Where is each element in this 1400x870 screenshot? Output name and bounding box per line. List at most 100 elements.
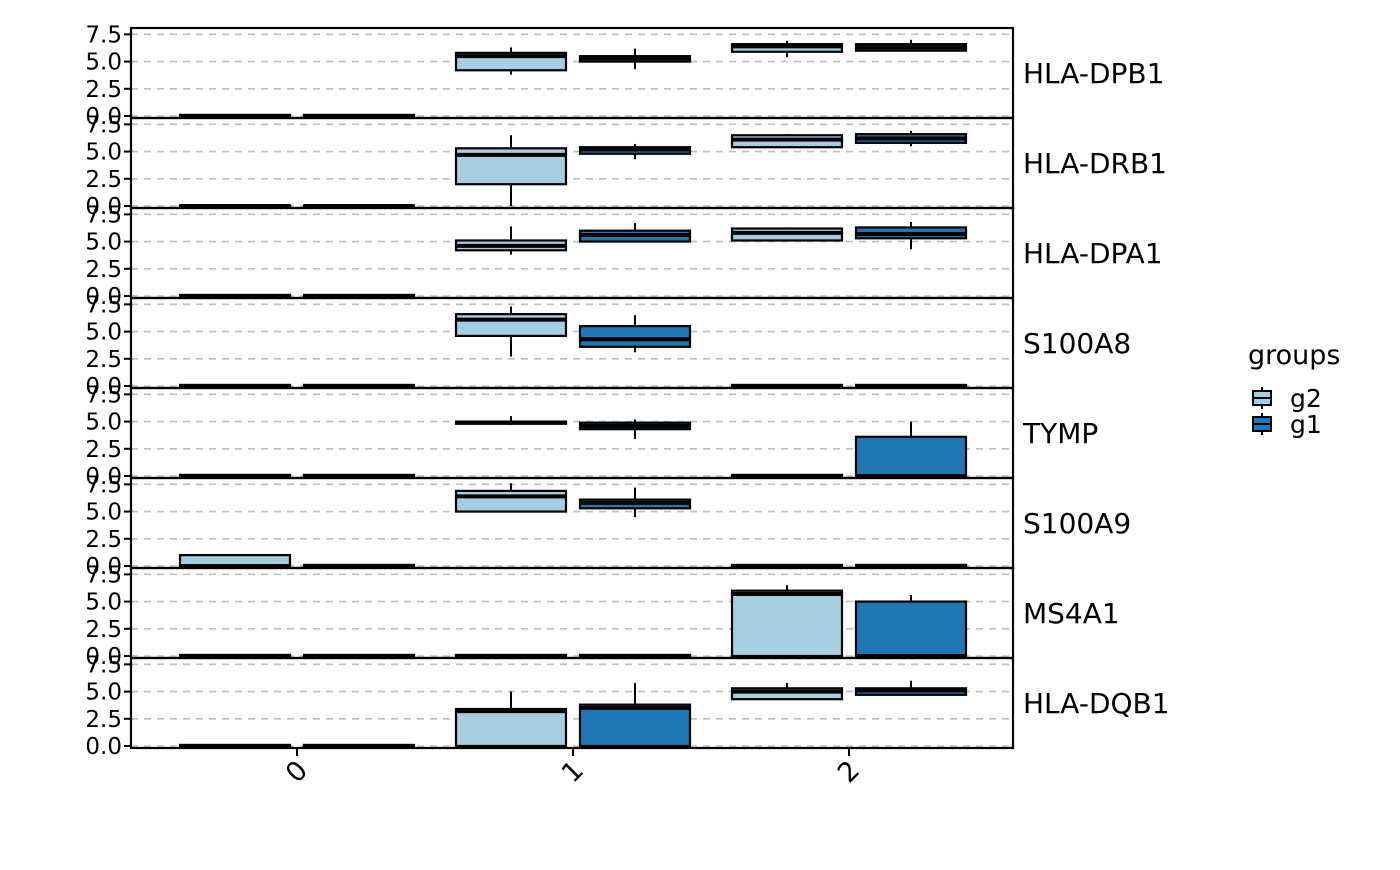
- box-body: [854, 600, 968, 658]
- legend-label: g2: [1290, 384, 1322, 413]
- y-tick-label: 5.0: [85, 230, 122, 256]
- box-ms4a1-1-g1: [578, 653, 692, 658]
- y-tick-label: 5.0: [85, 680, 122, 706]
- strip-label: MS4A1: [1023, 597, 1120, 630]
- box-hla-dpa1-2-g2: [730, 227, 844, 242]
- facet-panel-s100a8: 0.02.55.07.5 S100A8: [85, 292, 1131, 400]
- y-tick-label: 7.5: [85, 202, 122, 228]
- box-s100a8-0-g2: [178, 383, 292, 388]
- box-hla-drb1-1-g2: [454, 135, 568, 206]
- y-tick-label: 2.5: [85, 167, 122, 193]
- facet-panel-tymp: 0.02.55.07.5 TYMP: [85, 382, 1098, 490]
- box-body: [578, 325, 692, 348]
- y-tick-label: 0.0: [85, 554, 122, 580]
- box-s100a8-1-g1: [578, 315, 692, 353]
- y-tick-label: 0.0: [85, 734, 122, 760]
- box-body: [730, 589, 844, 658]
- box-ms4a1-2-g2: [730, 585, 844, 658]
- panel-border: [129, 296, 1015, 390]
- box-s100a8-1-g2: [454, 306, 568, 357]
- box-body: [454, 489, 568, 513]
- strip-label: HLA-DPA1: [1023, 237, 1163, 270]
- box-body: [578, 703, 692, 748]
- panel-border: [129, 656, 1015, 750]
- panel-border: [129, 26, 1015, 120]
- y-tick-label: 2.5: [85, 707, 122, 733]
- box-hla-dpb1-0-g1: [302, 113, 416, 118]
- y-tick-label: 0.0: [85, 104, 122, 130]
- box-hla-drb1-2-g1: [854, 130, 968, 147]
- strip-label: S100A9: [1023, 507, 1131, 540]
- box-s100a9-2-g1: [854, 563, 968, 568]
- box-hla-dpa1-1-g2: [454, 226, 568, 255]
- box-hla-drb1-2-g2: [730, 134, 844, 149]
- box-hla-dpa1-1-g1: [578, 223, 692, 243]
- box-s100a9-2-g2: [730, 563, 844, 568]
- strip-label: HLA-DQB1: [1023, 687, 1170, 720]
- box-hla-dpb1-1-g1: [578, 48, 692, 70]
- legend-entry-g2: g2: [1252, 384, 1322, 413]
- box-hla-dqb1-2-g1: [854, 680, 968, 696]
- y-tick-label: 0.0: [85, 194, 122, 220]
- panel-border: [129, 116, 1015, 210]
- y-tick-label: 7.5: [85, 292, 122, 318]
- y-tick-label: 2.5: [85, 257, 122, 283]
- box-hla-dqb1-1-g1: [578, 682, 692, 748]
- y-tick-label: 0.0: [85, 644, 122, 670]
- y-tick-label: 5.0: [85, 320, 122, 346]
- box-body: [730, 687, 844, 701]
- box-ms4a1-1-g2: [454, 653, 568, 658]
- y-tick-label: 5.0: [85, 140, 122, 166]
- y-tick-label: 5.0: [85, 410, 122, 436]
- facet-panel-s100a9: 0.02.55.07.5 S100A9: [85, 472, 1131, 580]
- box-hla-drb1-1-g1: [578, 143, 692, 160]
- box-s100a9-1-g2: [454, 483, 568, 513]
- box-hla-dpa1-2-g1: [854, 221, 968, 250]
- box-hla-dqb1-0-g1: [302, 743, 416, 748]
- y-tick-label: 2.5: [85, 617, 122, 643]
- box-s100a9-1-g1: [578, 487, 692, 518]
- facet-panel-ms4a1: 0.02.55.07.5 MS4A1: [85, 562, 1119, 670]
- box-tymp-0-g2: [178, 473, 292, 478]
- y-tick-label: 7.5: [85, 112, 122, 138]
- x-tick-label: 1: [556, 755, 590, 789]
- legend-entry-g1: g1: [1252, 410, 1322, 439]
- facet-panel-hla-dqb1: 0.02.55.07.5 HLA-DQB1: [85, 652, 1169, 760]
- strip-label: TYMP: [1022, 417, 1098, 450]
- y-tick-label: 0.0: [85, 464, 122, 490]
- box-hla-dpb1-2-g2: [730, 40, 844, 58]
- legend-title: groups: [1248, 340, 1340, 371]
- box-hla-dqb1-0-g2: [178, 743, 292, 748]
- y-tick-label: 5.0: [85, 500, 122, 526]
- y-tick-label: 7.5: [85, 652, 122, 678]
- box-hla-drb1-0-g1: [302, 204, 416, 209]
- box-tymp-0-g1: [302, 473, 416, 478]
- box-s100a8-2-g1: [854, 383, 968, 388]
- y-tick-label: 7.5: [85, 22, 122, 48]
- box-body: [454, 707, 568, 748]
- box-hla-dpa1-0-g1: [302, 293, 416, 298]
- panel-border: [129, 206, 1015, 300]
- box-s100a8-2-g2: [730, 383, 844, 388]
- y-tick-label: 2.5: [85, 527, 122, 553]
- y-tick-label: 7.5: [85, 382, 122, 408]
- box-hla-dpa1-0-g2: [178, 293, 292, 298]
- box-s100a8-0-g1: [302, 383, 416, 388]
- strip-label: HLA-DRB1: [1023, 147, 1167, 180]
- box-tymp-1-g1: [578, 419, 692, 439]
- box-hla-dqb1-2-g2: [730, 682, 844, 701]
- y-tick-label: 0.0: [85, 284, 122, 310]
- box-body: [454, 313, 568, 338]
- box-ms4a1-0-g1: [302, 653, 416, 658]
- facet-panel-hla-drb1: 0.02.55.07.5 HLA-DRB1: [85, 112, 1167, 220]
- legend-label: g1: [1290, 410, 1322, 439]
- x-tick-label: 0: [280, 755, 314, 789]
- box-hla-dpb1-2-g1: [854, 39, 968, 52]
- y-tick-label: 7.5: [85, 472, 122, 498]
- box-tymp-2-g2: [730, 473, 844, 478]
- facet-panel-hla-dpa1: 0.02.55.07.5 HLA-DPA1: [85, 202, 1162, 310]
- box-hla-dpb1-1-g2: [454, 47, 568, 75]
